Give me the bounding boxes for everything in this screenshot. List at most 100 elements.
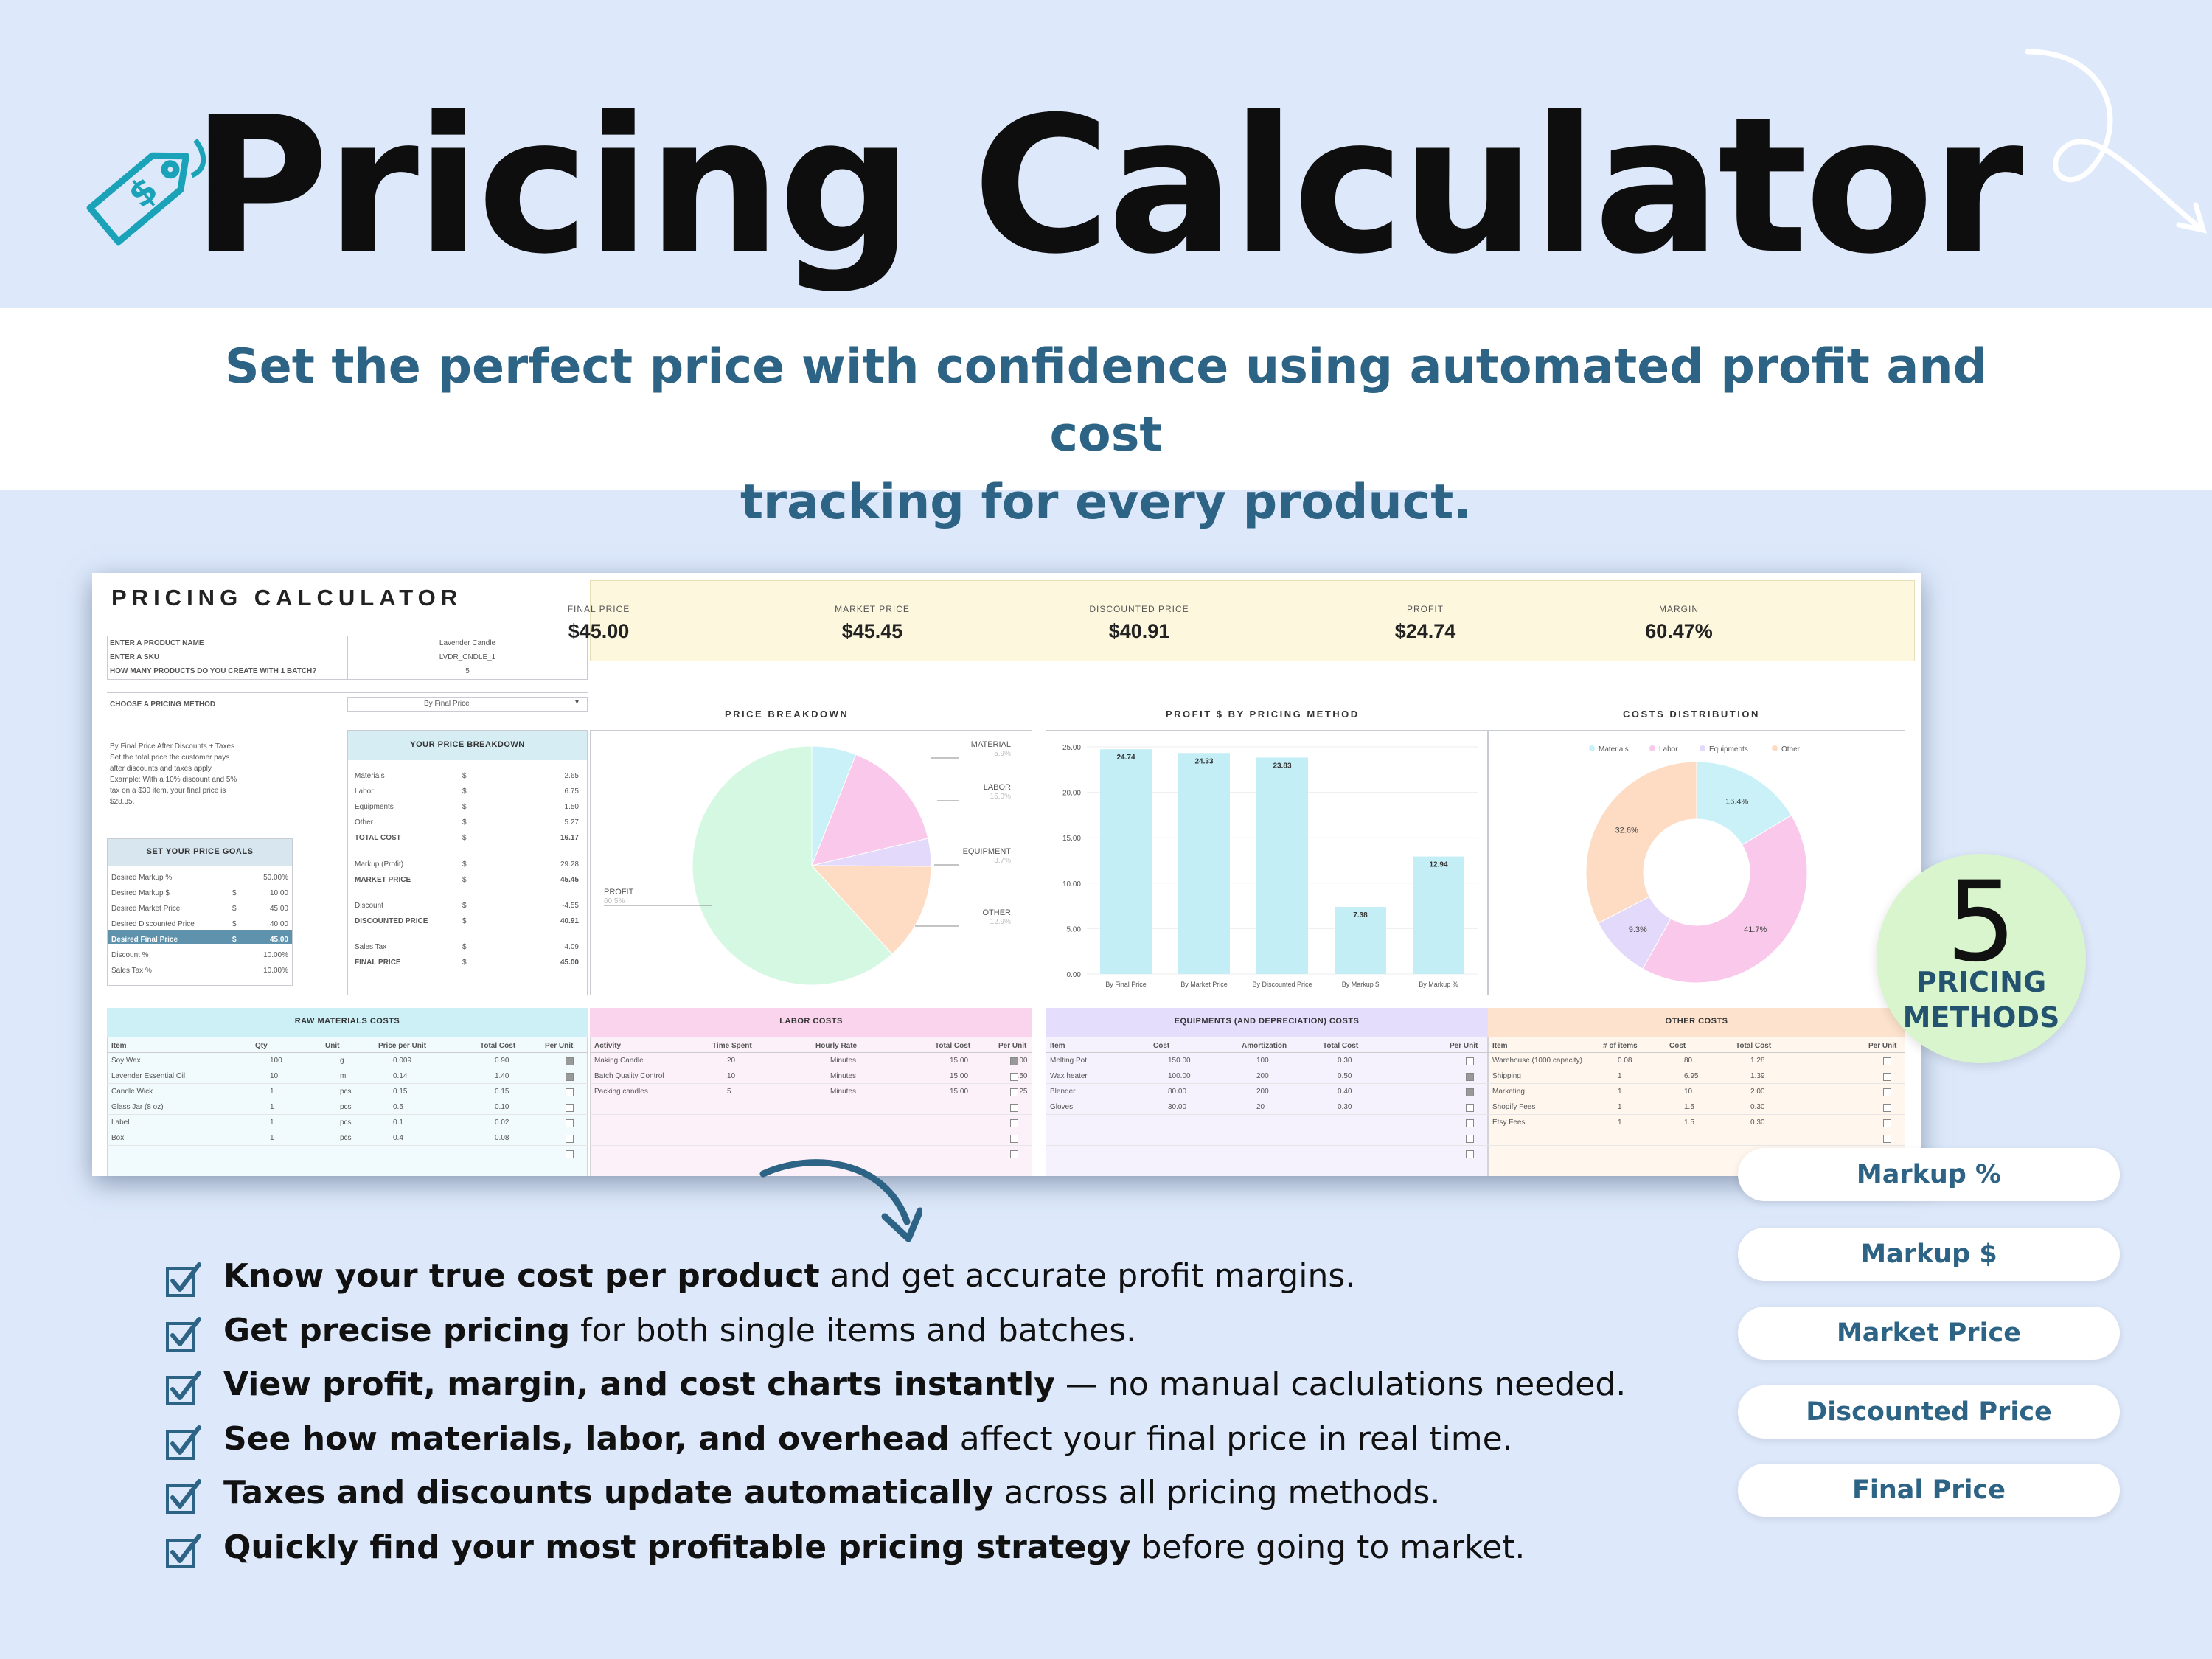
breakdown-value: 40.91 (560, 917, 579, 925)
goal-value[interactable]: 10.00% (263, 967, 288, 975)
legend-label: Other (1781, 745, 1801, 754)
other-col-header: # of items (1603, 1042, 1638, 1050)
other-table-header (1488, 1008, 1905, 1037)
goal-value[interactable]: 50.00% (263, 874, 288, 882)
breakdown-currency: $ (462, 818, 467, 827)
per-unit-checkbox[interactable] (566, 1104, 574, 1112)
bar-by-final-price (1100, 749, 1152, 974)
raw-header-rule (107, 1052, 588, 1053)
per-unit-checkbox[interactable] (566, 1150, 574, 1158)
donut-percent-label: 32.6% (1615, 826, 1638, 835)
input-value[interactable]: Lavender Candle (439, 639, 496, 647)
equip-cell: 80.00 (1168, 1088, 1187, 1096)
per-unit-checkbox[interactable] (1883, 1057, 1891, 1065)
goal-value[interactable]: 10.00 (269, 889, 288, 897)
pie-label: PROFIT (604, 888, 634, 897)
per-unit-checkbox[interactable] (1466, 1088, 1474, 1096)
feature-text: and get accurate profit margins. (819, 1257, 1356, 1295)
per-unit-checkbox[interactable] (566, 1135, 574, 1143)
bar-ytick: 10.00 (1062, 880, 1081, 888)
other-col-header: Total Cost (1736, 1042, 1772, 1050)
checkbox-checked-icon (166, 1262, 201, 1297)
bar-value-label: 24.74 (1116, 754, 1135, 762)
per-unit-checkbox[interactable] (1883, 1088, 1891, 1096)
raw-cell: 1 (270, 1119, 274, 1127)
goal-value[interactable]: 40.00 (269, 920, 288, 928)
other-cell: 1 (1618, 1088, 1622, 1096)
pie-slice-labor (811, 754, 929, 866)
goal-value[interactable]: 45.00 (269, 936, 288, 944)
kpi-label: FINAL PRICE (567, 604, 630, 614)
raw-cell: pcs (340, 1134, 352, 1142)
goal-row-highlight (108, 930, 292, 944)
per-unit-checkbox[interactable] (1466, 1150, 1474, 1158)
goal-currency: $ (232, 905, 237, 913)
feature-bold-text: Get precise pricing (223, 1311, 571, 1349)
costs-distribution-chart: 16.4% 41.7% 9.3% 32.6% Materials Labor Equipme… (1585, 745, 1808, 984)
breakdown-value: -4.55 (562, 902, 579, 910)
per-unit-checkbox[interactable] (1883, 1119, 1891, 1127)
raw-cell: 1 (270, 1103, 274, 1111)
per-unit-checkbox[interactable] (1466, 1119, 1474, 1127)
per-unit-checkbox[interactable] (1883, 1135, 1891, 1143)
feature-item: Know your true cost per product and get … (223, 1257, 1355, 1295)
per-unit-checkbox[interactable] (1010, 1088, 1018, 1096)
per-unit-checkbox[interactable] (1010, 1135, 1018, 1143)
pie-percent: 60.5% (604, 897, 625, 905)
per-unit-checkbox[interactable] (1010, 1057, 1018, 1065)
method-select[interactable] (347, 697, 588, 712)
per-unit-checkbox[interactable] (1010, 1150, 1018, 1158)
profit-chart-frame (1046, 730, 1488, 995)
per-unit-checkbox[interactable] (566, 1073, 574, 1081)
equip-col-header: Total Cost (1323, 1042, 1359, 1050)
goal-value[interactable]: 45.00 (269, 905, 288, 913)
per-unit-checkbox[interactable] (1466, 1057, 1474, 1065)
bar-ytick: 20.00 (1062, 790, 1081, 798)
per-unit-checkbox[interactable] (1010, 1073, 1018, 1081)
sheet-title: PRICING CALCULATOR (111, 585, 463, 611)
labor-col-header: Time Spent (712, 1042, 752, 1050)
input-label: ENTER A PRODUCT NAME (110, 639, 204, 647)
goal-label: Desired Markup $ (111, 889, 170, 897)
per-unit-checkbox[interactable] (566, 1119, 574, 1127)
per-unit-checkbox[interactable] (1466, 1104, 1474, 1112)
input-value[interactable]: LVDR_CNDLE_1 (439, 653, 496, 661)
method-description-line: $28.35. (110, 798, 135, 806)
breakdown-value: 4.09 (564, 943, 579, 951)
goal-label: Sales Tax % (111, 967, 152, 975)
raw-col-header: Item (111, 1042, 127, 1050)
equip-cell: Wax heater (1050, 1072, 1088, 1080)
goal-currency: $ (232, 936, 237, 944)
other-cell: 6.95 (1684, 1072, 1699, 1080)
price-breakdown-table (347, 730, 588, 995)
other-cell: 1 (1618, 1072, 1622, 1080)
legend-label: Labor (1659, 745, 1678, 754)
method-pill-markup-: Markup $ (1738, 1228, 2120, 1281)
checkbox-checked-icon (166, 1425, 201, 1460)
badge-label-line-2: METHODS (1902, 1001, 2060, 1034)
legend-swatch (1649, 745, 1655, 751)
other-row-line (1488, 1114, 1905, 1115)
per-unit-checkbox[interactable] (566, 1088, 574, 1096)
pie-percent: 15.0% (990, 793, 1011, 801)
equip-col-header: Cost (1153, 1042, 1170, 1050)
per-unit-checkbox[interactable] (1883, 1073, 1891, 1081)
per-unit-checkbox[interactable] (1883, 1104, 1891, 1112)
raw-cell: 0.009 (393, 1057, 412, 1065)
labor-cell: 0.50 (1013, 1072, 1028, 1080)
labor-cell: 1.25 (1013, 1088, 1028, 1096)
equip-cell: 30.00 (1168, 1103, 1187, 1111)
per-unit-checkbox[interactable] (1466, 1073, 1474, 1081)
kpi-bar (590, 580, 1915, 661)
labor-cell: Packing candles (594, 1088, 648, 1096)
labor-col-header: Hourly Rate (815, 1042, 858, 1050)
input-value[interactable]: 5 (465, 667, 470, 675)
per-unit-checkbox[interactable] (566, 1057, 574, 1065)
goal-value[interactable]: 10.00% (263, 951, 288, 959)
kpi-value: $24.74 (1394, 620, 1456, 642)
per-unit-checkbox[interactable] (1010, 1119, 1018, 1127)
per-unit-checkbox[interactable] (1466, 1135, 1474, 1143)
raw-cell: Lavender Essential Oil (111, 1072, 186, 1080)
per-unit-checkbox[interactable] (1010, 1104, 1018, 1112)
